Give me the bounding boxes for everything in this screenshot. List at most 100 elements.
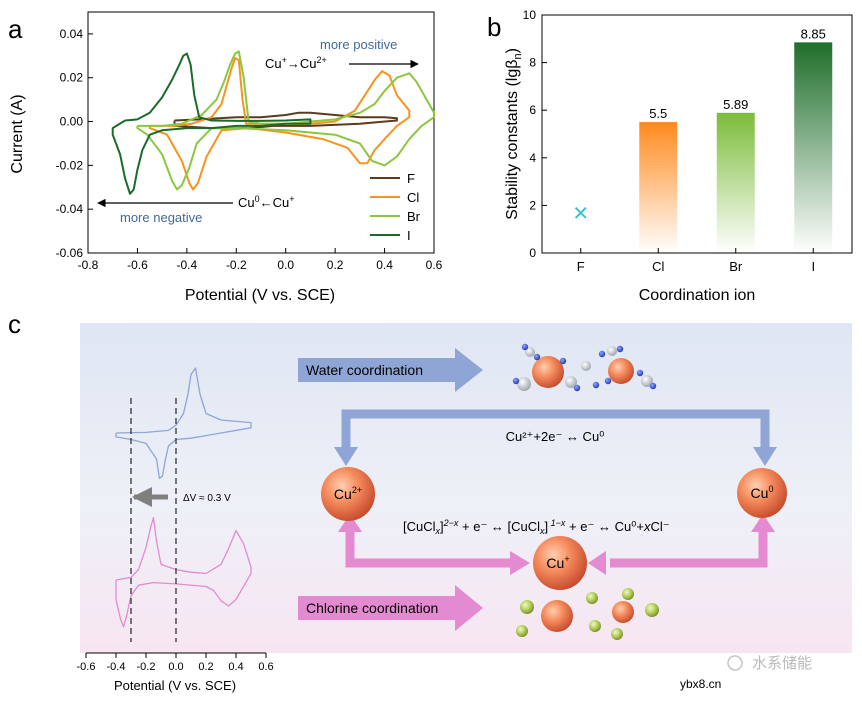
x-tick-label: -0.2 bbox=[137, 661, 156, 673]
panel-a-frame bbox=[87, 11, 435, 254]
x-tick-label: 0.2 bbox=[327, 258, 344, 272]
cu2-plus-label: Cu2+ bbox=[334, 485, 362, 502]
mini-cv-curve-water bbox=[115, 367, 252, 480]
water-atom bbox=[592, 381, 600, 389]
legend-label-cl: Cl bbox=[407, 190, 419, 205]
y-tick-label: -0.06 bbox=[56, 246, 84, 260]
water-atom bbox=[636, 369, 644, 377]
panel-c-scheme: -0.6 -0.4 -0.2 0.0 0.2 0.4 0.6 Potential (V vs… bbox=[77, 323, 852, 693]
y-tick-label: 2 bbox=[529, 198, 536, 212]
water-cluster-cu-small bbox=[608, 358, 634, 384]
panel-label-b: b bbox=[487, 12, 501, 42]
chloride-ion bbox=[622, 588, 634, 600]
panel-a-y-label: Current (A) bbox=[9, 94, 26, 173]
y-tick-label: 4 bbox=[529, 151, 536, 165]
y-tick-label: 8 bbox=[529, 56, 536, 70]
y-tick-label: 0.00 bbox=[60, 115, 84, 129]
x-tick-label: 0.4 bbox=[376, 258, 393, 272]
chlorine-coordination-arrow bbox=[298, 585, 483, 631]
chlorine-cluster-cu-small bbox=[612, 601, 634, 623]
water-pathway-loop bbox=[341, 409, 770, 452]
x-tick-label: 0.0 bbox=[168, 661, 183, 673]
water-atom bbox=[533, 353, 541, 361]
f-marker: × bbox=[573, 198, 588, 228]
x-tick-label: -0.6 bbox=[127, 258, 148, 272]
watermark: 水系储能 ybx8.cn bbox=[680, 655, 812, 691]
panel-b-y-ticks: 0 2 4 6 8 10 bbox=[523, 8, 547, 260]
chlorine-path-right bbox=[610, 528, 768, 568]
bar-value-label-i: 8.85 bbox=[801, 26, 826, 41]
panel-a-series bbox=[111, 50, 435, 195]
watermark-source: ybx8.cn bbox=[680, 677, 721, 691]
delta-v-label: ΔV ≈ 0.3 V bbox=[183, 493, 231, 504]
chloride-ion bbox=[586, 592, 598, 604]
water-atom bbox=[604, 377, 612, 385]
negative-reaction-label: Cu0←Cu+ bbox=[238, 194, 295, 210]
chlorine-arrowhead-cu1-in bbox=[510, 551, 530, 575]
x-tick-label: -0.6 bbox=[77, 661, 96, 673]
cu0-node bbox=[737, 468, 787, 518]
cu2-plus-node bbox=[321, 467, 375, 521]
bar-cl bbox=[639, 122, 678, 253]
x-tick-label: 0.6 bbox=[258, 661, 273, 673]
positive-reaction-label: Cu+→Cu2+ bbox=[265, 55, 327, 71]
x-tick-label: F bbox=[577, 259, 585, 274]
y-tick-label: 6 bbox=[529, 103, 536, 117]
water-cluster-illustration bbox=[512, 343, 657, 392]
panel-a-y-ticks: -0.06 -0.04 -0.02 0.00 0.02 0.04 bbox=[56, 27, 93, 260]
panel-b-y-label: Stability constants (lgβn) bbox=[504, 48, 524, 220]
water-atom bbox=[616, 345, 624, 353]
x-tick-label: -0.2 bbox=[226, 258, 247, 272]
chlorine-path-left bbox=[345, 528, 514, 568]
panel-b-bar-chart: 0 2 4 6 8 10 5.5 5.89 8.85 × F Cl Br I Coordination… bbox=[504, 8, 853, 304]
y-tick-label: 0 bbox=[529, 246, 536, 260]
y-tick-label: 10 bbox=[523, 8, 537, 22]
legend-label-br: Br bbox=[407, 209, 421, 224]
mini-cv-x-label: Potential (V vs. SCE) bbox=[114, 678, 236, 693]
panel-a-legend: F Cl Br I bbox=[370, 171, 421, 243]
legend-label-i: I bbox=[407, 228, 411, 243]
more-negative-label: more negative bbox=[120, 210, 202, 225]
x-tick-label: Cl bbox=[652, 259, 664, 274]
panel-b-bars: 5.5 5.89 8.85 × bbox=[573, 26, 833, 254]
x-tick-label: I bbox=[811, 259, 815, 274]
chloride-ion bbox=[589, 620, 601, 632]
legend-label-f: F bbox=[407, 171, 415, 186]
cv-curve-i bbox=[111, 52, 312, 195]
chlorine-reaction-equation: [CuClx]2−x + e⁻ ↔ [CuClx] 1−x + e⁻ ↔ Cu⁰… bbox=[403, 518, 670, 536]
panel-a-cv-chart: -0.06 -0.04 -0.02 0.00 0.02 0.04 -0.8 -0.6 -0.4… bbox=[9, 11, 443, 304]
chlorine-cluster-illustration bbox=[516, 588, 659, 640]
y-tick-label: 0.02 bbox=[60, 71, 84, 85]
chloride-ion bbox=[520, 600, 534, 614]
panel-a-x-ticks: -0.8 -0.6 -0.4 -0.2 0.0 0.2 0.4 0.6 bbox=[78, 248, 443, 272]
panel-b-frame bbox=[541, 14, 853, 254]
more-positive-label: more positive bbox=[320, 37, 397, 52]
cu1-plus-label: Cu+ bbox=[546, 554, 569, 571]
x-tick-label: -0.4 bbox=[177, 258, 198, 272]
x-tick-label: -0.8 bbox=[78, 258, 99, 272]
mini-cv-curve-chlorine bbox=[115, 516, 252, 628]
x-tick-label: 0.4 bbox=[228, 661, 243, 673]
water-pathway-arrowhead-right bbox=[753, 447, 777, 466]
water-atom bbox=[598, 350, 606, 358]
water-molecule bbox=[525, 347, 535, 357]
panel-label-c: c bbox=[8, 309, 21, 339]
water-molecule bbox=[641, 375, 653, 387]
x-tick-label: 0.2 bbox=[198, 661, 213, 673]
panel-b-x-label: Coordination ion bbox=[639, 287, 756, 304]
chlorine-arrowhead-cu2 bbox=[338, 514, 362, 532]
chloride-ion bbox=[611, 628, 623, 640]
water-reaction-equation: Cu²⁺+2e⁻ ↔ Cu⁰ bbox=[506, 429, 605, 444]
chloride-ion bbox=[645, 603, 659, 617]
water-molecule bbox=[517, 377, 531, 391]
water-pathway-arrowhead-left bbox=[334, 447, 358, 466]
water-molecule bbox=[565, 376, 577, 388]
mini-cv-x-ticks: -0.6 -0.4 -0.2 0.0 0.2 0.4 0.6 bbox=[77, 653, 274, 673]
chlorine-coordination-label: Chlorine coordination bbox=[306, 600, 438, 616]
water-coordination-arrow bbox=[298, 348, 483, 392]
cv-curve-cl bbox=[148, 57, 411, 191]
water-atom bbox=[521, 343, 529, 351]
water-coordination-label: Water coordination bbox=[306, 362, 423, 378]
y-tick-label: -0.02 bbox=[56, 158, 84, 172]
